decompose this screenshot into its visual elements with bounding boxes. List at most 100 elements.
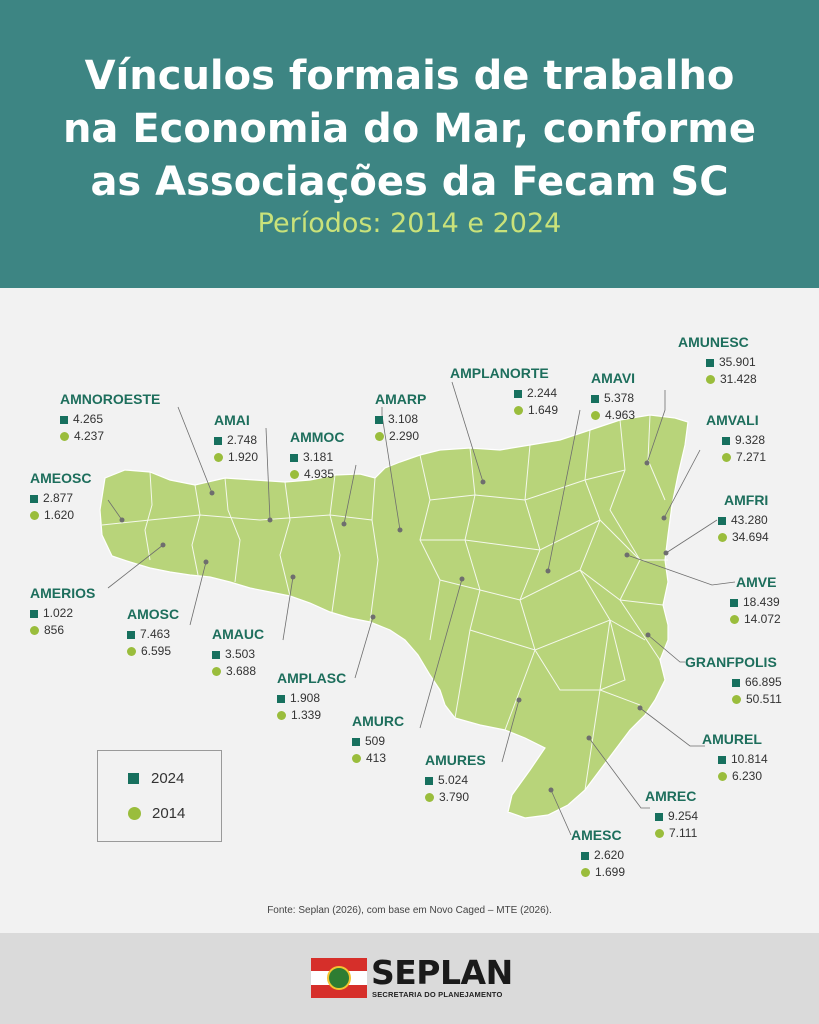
value-2024: 9.328 (735, 433, 766, 447)
legend-label-2024: 2024 (151, 770, 185, 787)
assoc-name: AMAI (214, 412, 250, 428)
assoc-name: AMVE (736, 574, 777, 590)
label-amplasc: AMPLASC 1.908 1.339 (277, 670, 346, 724)
square-2024-icon (60, 415, 68, 424)
square-2024-icon (730, 598, 738, 607)
circle-2014-icon (290, 470, 299, 479)
circle-2014-icon (718, 533, 727, 542)
state-shape (99, 414, 689, 819)
value-2024: 3.108 (388, 412, 419, 426)
value-2024: 5.024 (438, 773, 469, 787)
square-2024-icon (581, 851, 589, 860)
value-2024: 3.181 (303, 450, 334, 464)
value-2014: 1.649 (528, 403, 559, 417)
value-2014: 7.271 (736, 450, 767, 464)
assoc-name: AMERIOS (30, 585, 96, 601)
title-line-2: na Economia do Mar, conforme (62, 106, 757, 152)
circle-2014-icon (214, 453, 223, 462)
value-2014: 3.688 (226, 664, 257, 678)
square-2024-icon (30, 494, 38, 503)
title-line-1: Vínculos formais de trabalho (84, 53, 735, 99)
label-amunesc: AMUNESC 35.901 31.428 (678, 334, 757, 388)
square-2024-icon (352, 737, 360, 746)
assoc-name: AMNOROESTE (60, 391, 161, 407)
assoc-name: AMUREL (702, 731, 762, 747)
value-2014: 1.620 (44, 508, 75, 522)
value-2014: 6.595 (141, 644, 172, 658)
circle-2014-icon (375, 432, 384, 441)
assoc-name: AMAVI (591, 370, 636, 386)
legend-label-2014: 2014 (152, 805, 186, 822)
square-2024-icon (718, 516, 726, 525)
value-2014: 6.230 (732, 769, 763, 783)
circle-2014-icon (277, 711, 286, 720)
value-2024: 2.244 (527, 386, 558, 400)
santa-catarina-flag-icon (311, 958, 367, 998)
value-2014: 413 (366, 751, 387, 765)
value-2014: 31.428 (720, 372, 757, 386)
label-amvali: AMVALI 9.328 7.271 (706, 412, 766, 466)
assoc-name: AMESC (571, 827, 622, 843)
square-2024-icon (706, 358, 714, 367)
legend-item-2024: 2024 (128, 770, 184, 787)
square-2024-icon (591, 394, 599, 403)
label-amve: AMVE 18.439 14.072 (730, 574, 781, 628)
circle-2014-icon (730, 615, 739, 624)
circle-2014-icon (655, 829, 664, 838)
assoc-name: AMOSC (127, 606, 180, 622)
circle-2014-icon (581, 868, 590, 877)
assoc-name: AMARP (375, 391, 427, 407)
assoc-name: AMEOSC (30, 470, 92, 486)
value-2024: 3.503 (225, 647, 256, 661)
leader-lines (107, 381, 736, 836)
brand-logo: SEPLAN (371, 953, 513, 992)
value-2014: 1.920 (228, 450, 259, 464)
circle-2014-icon (706, 375, 715, 384)
value-2014: 4.963 (605, 408, 636, 422)
value-2014: 14.072 (744, 612, 781, 626)
circle-2014-icon (718, 772, 727, 781)
circle-2014-icon (722, 453, 731, 462)
label-amurel: AMUREL 10.814 6.230 (702, 731, 768, 785)
label-ammoc: AMMOC 3.181 4.935 (290, 429, 344, 483)
value-2024: 509 (365, 734, 386, 748)
value-2024: 7.463 (140, 627, 171, 641)
label-amarp: AMARP 3.108 2.290 (375, 391, 426, 445)
assoc-name: AMFRI (724, 492, 769, 508)
header-banner: Vínculos formais de trabalho na Economia… (0, 0, 819, 288)
value-2024: 2.620 (594, 848, 625, 862)
value-2024: 18.439 (743, 595, 780, 609)
page-title: Vínculos formais de trabalho na Economia… (0, 50, 819, 209)
square-2024-icon (425, 776, 433, 785)
assoc-name: AMPLANORTE (450, 365, 549, 381)
assoc-name: AMURC (352, 713, 405, 729)
square-2024-icon (655, 812, 663, 821)
square-2024-icon (290, 453, 298, 462)
label-ameosc: AMEOSC 2.877 1.620 (30, 470, 91, 524)
assoc-name: AMREC (645, 788, 697, 804)
value-2014: 50.511 (746, 692, 782, 706)
circle-2014-icon (352, 754, 361, 763)
value-2024: 5.378 (604, 391, 635, 405)
assoc-name: AMURES (425, 752, 486, 768)
legend-item-2014: 2014 (128, 805, 185, 822)
title-line-3: as Associações da Fecam SC (90, 159, 729, 205)
square-2024-icon (127, 630, 135, 639)
circle-2014-icon (425, 793, 434, 802)
value-2024: 43.280 (731, 513, 768, 527)
circle-2014-icon (591, 411, 600, 420)
circle-2014-icon (30, 626, 39, 635)
circle-2014-icon (60, 432, 69, 441)
square-2024-icon (722, 436, 730, 445)
value-2014: 34.694 (732, 530, 769, 544)
square-2024-icon (212, 650, 220, 659)
circle-2014-icon (732, 695, 741, 704)
circle-2014-icon (30, 511, 39, 520)
value-2014: 4.935 (304, 467, 335, 481)
label-granfpolis: GRANFPOLIS 66.895 50.511 (685, 654, 782, 708)
label-amrec: AMREC 9.254 7.111 (645, 788, 698, 842)
assoc-name: AMAUC (212, 626, 265, 642)
circle-2014-icon (514, 406, 523, 415)
assoc-name: AMUNESC (678, 334, 749, 350)
square-2024-icon (214, 436, 222, 445)
